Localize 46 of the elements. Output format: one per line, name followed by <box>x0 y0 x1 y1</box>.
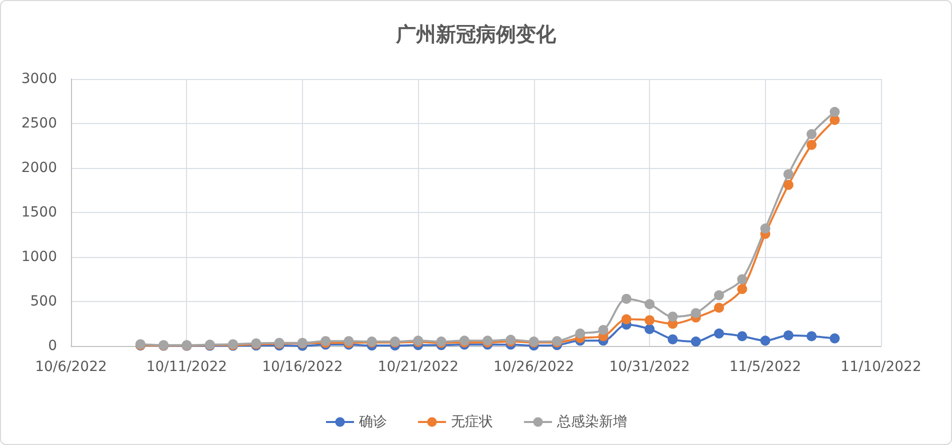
point <box>575 328 586 339</box>
point <box>621 294 632 304</box>
x-tick-label: 10/31/2022 <box>609 359 690 375</box>
point <box>737 331 748 342</box>
point <box>598 324 608 335</box>
x-tick-label: 10/16/2022 <box>262 359 343 375</box>
y-tick-label: 1000 <box>21 249 57 265</box>
point <box>783 330 794 340</box>
chart-title: 广州新冠病例变化 <box>395 22 557 46</box>
x-tick-label: 11/5/2022 <box>729 359 802 375</box>
point <box>737 284 748 294</box>
point <box>806 140 817 150</box>
point <box>714 290 724 300</box>
point <box>783 180 794 190</box>
point <box>668 312 678 322</box>
point <box>690 308 701 318</box>
legend-label: 总感染新增 <box>556 414 627 430</box>
point <box>806 331 817 342</box>
y-tick-label: 1500 <box>21 204 57 220</box>
point <box>830 106 840 117</box>
x-tick-label: 10/21/2022 <box>378 359 458 375</box>
point <box>668 334 678 344</box>
legend-label: 无症状 <box>451 414 493 430</box>
x-tick-label: 10/6/2022 <box>35 359 107 375</box>
legend-label: 确诊 <box>358 414 387 430</box>
point <box>690 336 701 347</box>
point <box>806 129 817 140</box>
point <box>737 274 748 284</box>
point <box>760 224 770 234</box>
y-tick-label: 2500 <box>21 116 57 132</box>
y-tick-label: 500 <box>30 294 57 310</box>
y-tick-label: 3000 <box>21 71 57 87</box>
point <box>714 302 724 313</box>
x-tick-label: 10/26/2022 <box>494 359 574 375</box>
point <box>621 314 632 324</box>
point <box>644 299 655 310</box>
x-tick-label: 11/10/2022 <box>840 359 922 375</box>
point <box>783 169 794 180</box>
point <box>644 315 655 326</box>
point <box>830 333 840 344</box>
x-tick-label: 10/11/2022 <box>146 359 228 375</box>
point <box>760 336 770 346</box>
y-tick-label: 0 <box>48 338 57 354</box>
point <box>714 328 724 339</box>
y-tick-label: 2000 <box>21 160 57 176</box>
point <box>644 324 655 334</box>
